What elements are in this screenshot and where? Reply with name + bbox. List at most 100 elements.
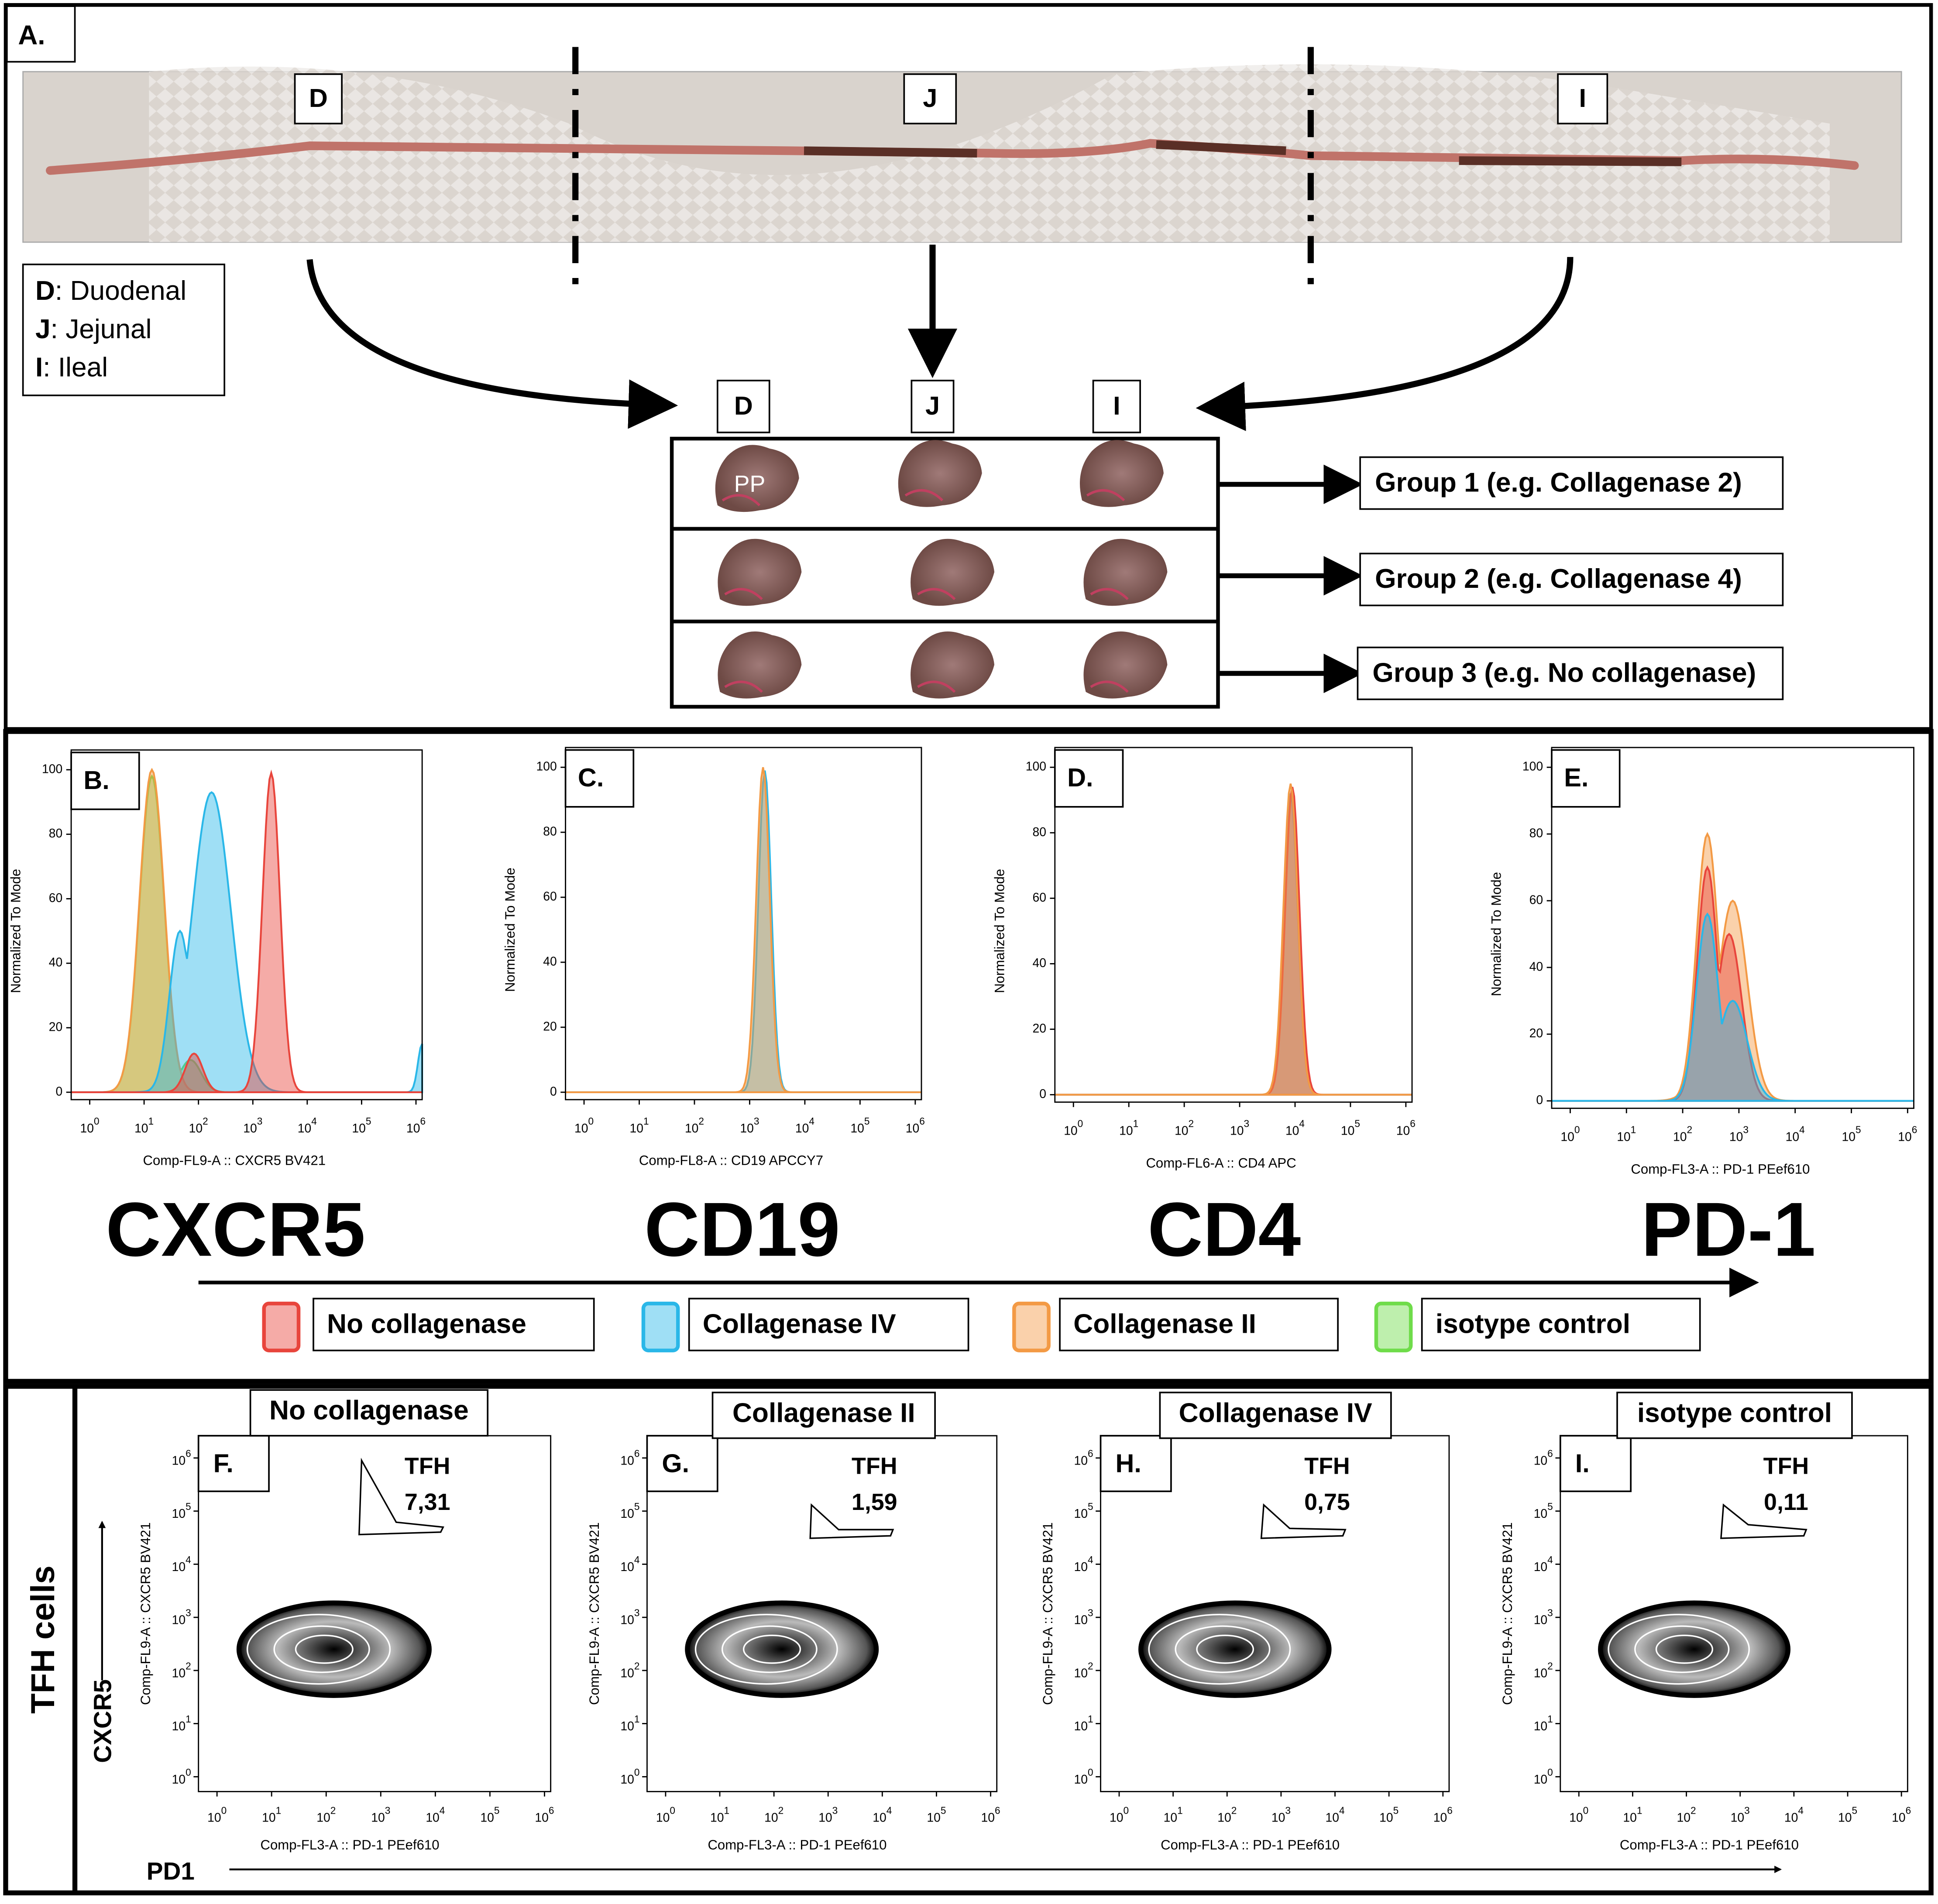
tick-base: 10 [535, 1811, 548, 1825]
y-tick-label: 20 [1032, 1021, 1046, 1035]
y-tick-label: 20 [49, 1020, 62, 1034]
x-tick-label: 103 [1271, 1805, 1291, 1825]
tick-exponent: 4 [1339, 1805, 1345, 1816]
tick-base: 10 [172, 1507, 186, 1521]
y-axis-label: Comp-FL9-A :: CXCR5 BV421 [1040, 1522, 1055, 1705]
tick-base: 10 [906, 1121, 919, 1135]
x-tick-label: 104 [1786, 1124, 1805, 1144]
label-box [6, 5, 76, 63]
tick-base: 10 [1217, 1811, 1231, 1825]
tick-base: 10 [1786, 1130, 1799, 1144]
label-box [1559, 1435, 1632, 1492]
x-tick-label: 101 [1623, 1805, 1642, 1825]
tick-exponent: 5 [366, 1115, 371, 1127]
contour [1634, 1625, 1730, 1673]
y-tick-label: 80 [1032, 825, 1046, 839]
label-box [1054, 749, 1124, 808]
tissue-detail [724, 680, 763, 693]
x-axis-label: Comp-FL3-A :: PD-1 PEef610 [1620, 1837, 1799, 1853]
x-tick-label: 105 [352, 1115, 371, 1135]
tick-base: 10 [795, 1121, 809, 1135]
x-tick-label: 106 [535, 1805, 554, 1825]
tick-exponent: 6 [995, 1805, 1000, 1816]
tick-base: 10 [426, 1811, 439, 1825]
tick-base: 10 [1534, 1719, 1547, 1733]
x-tick-label: 102 [764, 1805, 783, 1825]
gate [809, 1503, 894, 1539]
tick-exponent: 1 [186, 1713, 191, 1725]
tick-base: 10 [629, 1121, 643, 1135]
tick-exponent: 4 [809, 1115, 814, 1127]
tick-base: 10 [1119, 1124, 1133, 1138]
tick-exponent: 6 [1906, 1805, 1911, 1816]
tick-exponent: 4 [1799, 1124, 1805, 1136]
y-tick-label: 106 [1074, 1448, 1093, 1467]
contour [742, 1634, 801, 1664]
y-tick-label: 103 [620, 1607, 639, 1627]
tick-exponent: 5 [1393, 1805, 1399, 1816]
tick-exponent: 5 [941, 1805, 946, 1816]
tick-exponent: 0 [634, 1767, 640, 1778]
plot-frame [70, 749, 423, 1101]
x-tick-label: 101 [1164, 1805, 1183, 1825]
tick-exponent: 0 [670, 1805, 675, 1816]
y-tick-label: 80 [543, 824, 557, 838]
x-tick-label: 100 [574, 1115, 594, 1135]
legend-item: D: Duodenal [35, 276, 186, 306]
contour [1655, 1634, 1714, 1664]
tick-base: 10 [818, 1811, 832, 1825]
tick-exponent: 0 [221, 1805, 227, 1816]
tick-exponent: 2 [203, 1115, 208, 1127]
tick-base: 10 [1110, 1811, 1123, 1825]
desc: : Ileal [43, 353, 108, 383]
tick-base: 10 [620, 1507, 634, 1521]
group-label: Group 3 (e.g. No collagenase) [1372, 658, 1756, 688]
y-tick-label: 100 [172, 1767, 191, 1786]
tick-base: 10 [1617, 1130, 1630, 1144]
tick-exponent: 6 [1410, 1118, 1416, 1129]
y-tick-label: 101 [172, 1713, 191, 1733]
flow-plots: F.No collagenaseTFH7,3110010010110110210… [138, 1389, 1911, 1853]
x-tick-label: 101 [262, 1805, 281, 1825]
panel-title: isotype control [1637, 1398, 1832, 1428]
tick-base: 10 [172, 1454, 186, 1468]
legend-swatch [262, 1301, 301, 1352]
x-tick-label: 102 [1673, 1124, 1692, 1144]
density-blob [236, 1600, 432, 1698]
x-tick-label: 105 [1842, 1124, 1861, 1144]
panel-label: B. [83, 765, 109, 795]
segment-box [903, 73, 957, 124]
tick-exponent: 2 [1691, 1805, 1696, 1816]
tick-base: 10 [1175, 1124, 1188, 1138]
x-tick-label: 101 [1617, 1124, 1636, 1144]
histogram-curve [565, 770, 921, 1093]
y-tick-label: 105 [620, 1501, 639, 1520]
tick-exponent: 2 [1189, 1118, 1194, 1129]
tick-exponent: 0 [1088, 1767, 1093, 1778]
tick-base: 10 [1074, 1719, 1087, 1733]
y-axis-label: Comp-FL9-A :: CXCR5 BV421 [138, 1522, 153, 1705]
tick-exponent: 5 [864, 1115, 870, 1127]
tick-exponent: 0 [1574, 1124, 1580, 1136]
x-tick-label: 100 [1064, 1118, 1083, 1137]
tick-exponent: 2 [1088, 1660, 1093, 1671]
tick-base: 10 [172, 1719, 186, 1733]
label-box [197, 1435, 270, 1492]
tick-exponent: 6 [1547, 1448, 1553, 1459]
gate-value: 0,75 [1304, 1489, 1350, 1515]
x-tick-label: 101 [629, 1115, 649, 1135]
y-tick-label: 101 [620, 1713, 639, 1733]
tick-exponent: 0 [1547, 1767, 1553, 1778]
y-tick-label: 100 [1074, 1767, 1093, 1786]
legend-box [1059, 1297, 1339, 1352]
y-axis-label: Normalized To Mode [8, 869, 24, 993]
tick-base: 10 [1064, 1124, 1077, 1138]
gate-value: 0,11 [1764, 1489, 1808, 1515]
tick-base: 10 [316, 1811, 330, 1825]
marker-name: PD-1 [1641, 1187, 1816, 1273]
gate-value: 7,31 [405, 1489, 450, 1515]
tick-exponent: 3 [1088, 1607, 1093, 1619]
tick-exponent: 4 [311, 1115, 317, 1127]
tick-base: 10 [873, 1811, 886, 1825]
tick-exponent: 3 [1744, 1805, 1750, 1816]
